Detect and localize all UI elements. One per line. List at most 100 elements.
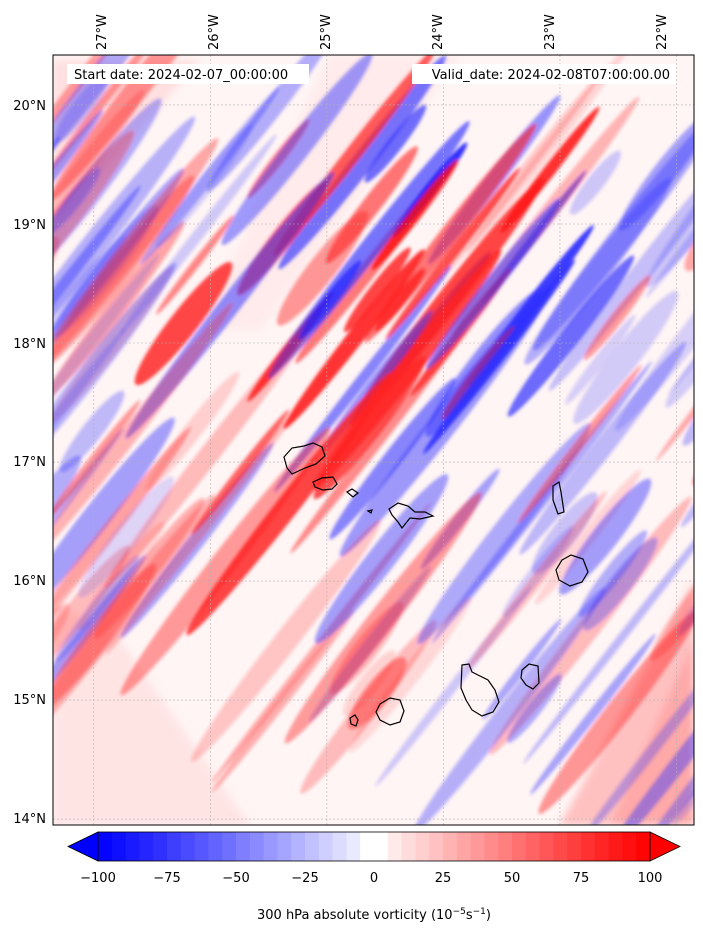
colorbar-level [387,832,403,861]
positive-vorticity-streak [53,426,192,672]
colorbar-min-extend [67,831,99,862]
island-branco [366,509,373,514]
colorbar-level [291,832,306,861]
island-sao-nicolau [388,502,435,530]
colorbar-level [374,832,389,861]
map-frame [52,54,695,826]
negative-vorticity-streak [519,341,687,555]
positive-vorticity-streak [283,249,425,429]
positive-vorticity-streak [517,365,642,524]
island-brava [349,714,359,727]
start-date-label: Start date: 2024-02-07_00:00:00 [74,68,288,83]
colorbar-tick: 25 [435,871,452,886]
positive-vorticity-streak [466,491,607,670]
negative-vorticity-streak [579,640,694,825]
positive-vorticity-streak [134,262,233,386]
colorbar-level [346,832,361,861]
positive-vorticity-streak [583,275,651,360]
colorbar-tick: 75 [573,871,590,886]
gridlines [53,55,694,825]
colorbar-level [622,832,637,861]
colorbar-level [470,832,485,861]
positive-vorticity-streak [191,519,381,762]
colorbar-level [318,832,334,861]
negative-vorticity-streak [221,55,373,246]
positive-vorticity-streak [500,106,600,234]
lat-label: 17°N [13,455,46,470]
valid-date-label: Valid_date: 2024-02-08T07:00:00.00 [432,68,670,83]
colorbar-level [208,832,223,861]
negative-vorticity-streak [569,150,621,215]
colorbar-level [608,832,623,861]
positive-vorticity-streak [347,657,407,730]
colorbar-max-extend [649,831,681,862]
positive-vorticity-streak [53,302,234,562]
negative-vorticity-streak [573,291,679,424]
negative-vorticity-streak [548,129,694,391]
lon-label: 22°W [655,14,670,50]
positive-vorticity-streak [105,405,300,655]
negative-vorticity-streak [298,260,362,340]
island-fogo [375,697,405,726]
positive-vorticity-streak [535,469,641,605]
positive-vorticity-streak [697,591,703,730]
negative-vorticity-streak [507,673,562,743]
colorbar-tick: 50 [504,871,521,886]
colorbar-level [332,832,347,861]
positive-vorticity-streak [277,211,368,326]
colorbar-tick: −100 [80,871,116,886]
colorbar-level [111,832,127,861]
colorbar-level [636,832,651,861]
colorbar-level [484,832,499,861]
colorbar-level [594,832,610,861]
colorbar-level [429,832,444,861]
positive-vorticity-streak [313,250,502,490]
colorbar-level [249,832,265,861]
colorbar-level [567,832,582,861]
colorbar-level [581,832,596,861]
negative-vorticity-streak [523,482,694,764]
colorbar-level [236,832,251,861]
negative-vorticity-streak [559,478,652,595]
negative-vorticity-streak [530,633,656,795]
negative-vorticity-streak [425,198,561,370]
positive-vorticity-streak [156,215,234,315]
colorbar-steps [98,832,651,861]
colorbar-tick: −25 [291,871,318,886]
map-panel: Start date: 2024-02-07_00:00:00 Valid_da… [13,14,703,827]
cape-verde-islands [283,442,589,727]
negative-vorticity-streak [53,116,196,393]
colorbar-level [525,832,541,861]
negative-vorticity-streak [618,112,694,231]
island-santiago [460,663,500,717]
longitude-labels: 27°W 26°W 25°W 24°W 23°W 22°W [95,14,670,50]
colorbar-level [98,832,113,861]
colorbar-level [456,832,472,861]
colorbar-level [512,832,527,861]
negative-vorticity-streak [417,423,591,645]
valid-date-box [412,64,676,84]
negative-vorticity-streak [53,167,101,234]
negative-vorticity-streak [507,255,635,417]
colorbar-level [222,832,237,861]
negative-vorticity-streak [665,332,694,408]
colorbar-tick: 100 [638,871,663,886]
colorbar-level [263,832,278,861]
colorbar-level [401,832,416,861]
colorbar-ticks: −100 −75 −50 −25 0 25 50 75 100 [80,871,662,886]
colorbar-tick: −75 [153,871,180,886]
negative-vorticity-streak [53,417,175,623]
island-sal [552,481,565,515]
lon-label: 25°W [319,14,334,50]
negative-vorticity-streak [583,537,658,631]
colorbar-level [277,832,292,861]
positive-vorticity-streak [53,138,219,373]
negative-vorticity-streak [412,587,606,825]
island-santo-antao [283,442,326,475]
colorbar-level [180,832,196,861]
negative-vorticity-streak [53,328,126,544]
positive-vorticity-streak [466,55,632,253]
island-maio [520,663,540,690]
lat-label: 15°N [13,693,46,708]
